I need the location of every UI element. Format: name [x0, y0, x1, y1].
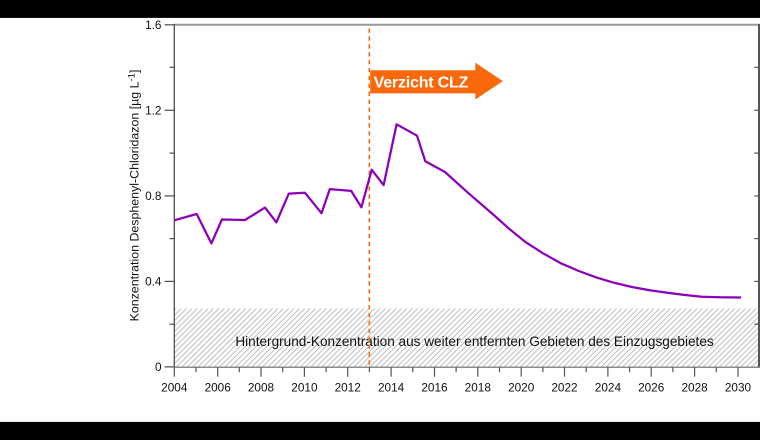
svg-text:0: 0 — [155, 360, 162, 374]
svg-text:1.6: 1.6 — [145, 18, 162, 32]
svg-text:2026: 2026 — [638, 381, 665, 395]
svg-text:2008: 2008 — [248, 381, 275, 395]
svg-text:2006: 2006 — [205, 381, 232, 395]
svg-text:0.4: 0.4 — [145, 275, 162, 289]
svg-text:1.2: 1.2 — [145, 103, 161, 117]
svg-text:2022: 2022 — [551, 381, 577, 395]
svg-text:2028: 2028 — [681, 381, 708, 395]
svg-text:2004: 2004 — [161, 381, 188, 395]
svg-text:2016: 2016 — [421, 381, 448, 395]
svg-text:Verzicht CLZ: Verzicht CLZ — [374, 74, 469, 91]
svg-text:0.8: 0.8 — [145, 189, 162, 203]
svg-text:2018: 2018 — [465, 381, 492, 395]
svg-text:Hintergrund-Konzentration aus: Hintergrund-Konzentration aus weiter ent… — [235, 334, 714, 349]
svg-text:2030: 2030 — [725, 381, 752, 395]
svg-text:2012: 2012 — [335, 381, 361, 395]
svg-text:Konzentration Desphenyl-Chlori: Konzentration Desphenyl-Chloridazon [µg … — [127, 70, 142, 322]
svg-text:2020: 2020 — [508, 381, 535, 395]
svg-text:2024: 2024 — [595, 381, 622, 395]
svg-text:2010: 2010 — [291, 381, 318, 395]
svg-text:2014: 2014 — [378, 381, 405, 395]
